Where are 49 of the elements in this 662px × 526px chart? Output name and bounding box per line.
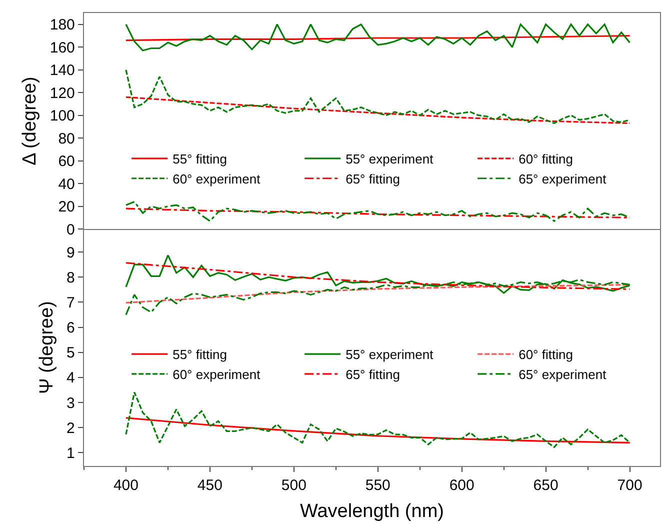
legend-label: 55° experiment [346,152,434,167]
y-tick-label: 60 [58,153,75,170]
legend-label: 60° experiment [172,171,261,186]
line-series [125,24,631,52]
y-tick-label: 7 [66,294,75,312]
y-tick-label: 120 [50,84,75,102]
y-tick-label: 6 [66,320,75,337]
y-tick-label: 180 [50,16,75,34]
y-tick-label: 2 [66,420,75,437]
legend-label: 55° fitting [172,152,227,167]
line-series [125,417,631,444]
line-series [125,391,631,448]
legend-label: 60° fitting [518,152,573,167]
y-tick-label: 1 [66,444,75,462]
x-tick-label: 600 [449,477,474,494]
y-tick-label: 100 [50,108,75,125]
x-tick-label: 400 [113,477,138,494]
y-tick-label: 3 [66,394,75,412]
legend-label: 55° fitting [172,347,227,362]
y-tick-label: 160 [50,39,75,56]
legend-label: 65° experiment [518,171,607,186]
x-axis-title: Wavelength (nm) [300,500,444,522]
line-series [125,96,631,124]
y-tick-label: 4 [66,370,75,387]
x-tick-label: 500 [281,477,306,494]
y-tick-label: 140 [50,62,75,80]
line-series [125,262,631,290]
legend-label: 60° experiment [172,367,261,382]
legend-label: 60° fitting [518,347,573,362]
y-axis-title: Δ (degree) [20,76,41,166]
y-tick-label: 40 [58,176,75,193]
legend-label: 55° experiment [346,347,434,362]
y-tick-label: 20 [58,198,75,216]
line-series [125,69,631,124]
x-tick-label: 550 [365,477,390,494]
legend-label: 65° fitting [346,367,400,382]
x-tick-label: 450 [197,477,222,494]
x-tick-label: 650 [533,477,558,494]
line-series [125,200,631,222]
y-tick-label: 8 [66,269,75,286]
y-axis-title: Ψ (degree) [36,301,58,394]
x-tick-label: 700 [617,477,642,494]
line-series [125,284,631,304]
y-tick-label: 80 [58,130,75,148]
legend-label: 65° fitting [346,171,400,186]
y-tick-label: 5 [66,344,75,362]
legend-label: 65° experiment [518,367,607,382]
y-tick-label: 9 [66,244,75,262]
y-tick-label: 0 [66,221,75,238]
